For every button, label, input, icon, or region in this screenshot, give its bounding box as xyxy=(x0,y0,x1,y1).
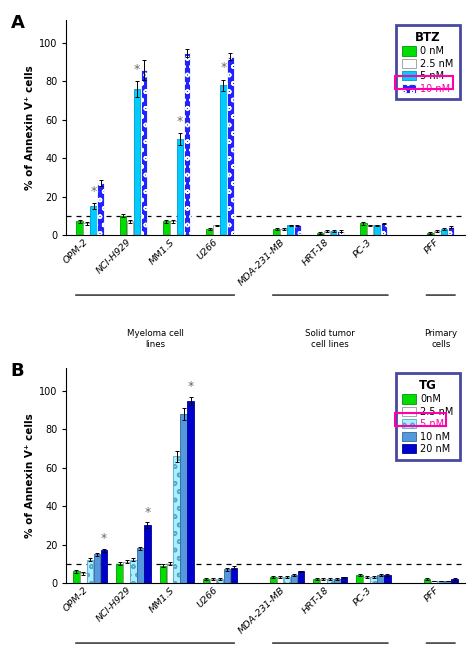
Bar xyxy=(160,565,166,583)
Bar xyxy=(273,229,280,235)
Text: A: A xyxy=(10,13,25,31)
Bar xyxy=(337,231,344,235)
Bar xyxy=(213,225,220,235)
Bar xyxy=(100,550,107,583)
Bar xyxy=(123,562,130,583)
Bar xyxy=(370,577,377,583)
Bar xyxy=(227,56,234,235)
Bar xyxy=(377,576,384,583)
Bar xyxy=(367,225,374,235)
Bar xyxy=(76,222,83,235)
Bar xyxy=(287,225,294,235)
Bar xyxy=(97,183,104,235)
Bar xyxy=(91,206,97,235)
Bar xyxy=(140,70,147,235)
Bar xyxy=(203,579,210,583)
Bar xyxy=(441,229,447,235)
Legend: 0 nM, 2.5 nM, 5 nM, 10 nM: 0 nM, 2.5 nM, 5 nM, 10 nM xyxy=(396,25,460,99)
Text: *: * xyxy=(91,184,97,198)
Bar xyxy=(180,414,187,583)
Bar xyxy=(356,576,363,583)
Bar xyxy=(230,567,237,583)
Bar xyxy=(360,223,366,235)
Text: Solid tumor
cell lines: Solid tumor cell lines xyxy=(305,330,355,349)
Bar xyxy=(170,222,176,235)
Text: *: * xyxy=(187,380,194,393)
Bar xyxy=(80,574,87,583)
Bar xyxy=(130,560,137,583)
Bar xyxy=(334,579,341,583)
Bar xyxy=(298,572,304,583)
Bar xyxy=(144,525,151,583)
Bar xyxy=(116,563,123,583)
Bar xyxy=(277,577,283,583)
Text: Myeloma cell
lines: Myeloma cell lines xyxy=(127,330,183,349)
Bar xyxy=(320,579,327,583)
Bar xyxy=(134,89,140,235)
Bar xyxy=(137,548,144,583)
Bar xyxy=(206,229,213,235)
Bar xyxy=(120,216,127,235)
Bar xyxy=(341,577,347,583)
Bar xyxy=(280,229,287,235)
Bar xyxy=(73,572,80,583)
Bar xyxy=(374,225,381,235)
Bar xyxy=(424,579,430,583)
Bar xyxy=(427,233,434,235)
Bar xyxy=(327,579,334,583)
Bar xyxy=(220,85,227,235)
Legend: 0nM, 2.5 nM, 5 nM, 10 nM, 20 nM: 0nM, 2.5 nM, 5 nM, 10 nM, 20 nM xyxy=(396,373,460,460)
Bar xyxy=(187,401,194,583)
Bar xyxy=(177,139,183,235)
Bar xyxy=(127,222,133,235)
Y-axis label: % of Annexin V⁺ cells: % of Annexin V⁺ cells xyxy=(25,413,35,538)
Bar xyxy=(381,223,387,235)
Text: Primary
cells: Primary cells xyxy=(424,330,457,349)
Bar xyxy=(324,231,330,235)
Bar xyxy=(217,579,223,583)
Bar xyxy=(294,225,301,235)
Bar xyxy=(87,560,93,583)
Bar xyxy=(166,563,173,583)
Bar xyxy=(313,579,320,583)
Bar xyxy=(448,227,455,235)
Text: *: * xyxy=(220,61,227,74)
Bar xyxy=(284,577,291,583)
Bar xyxy=(224,570,230,583)
Bar xyxy=(94,554,100,583)
Bar xyxy=(438,581,444,583)
Text: *: * xyxy=(144,506,150,519)
Bar xyxy=(430,581,437,583)
Bar xyxy=(210,579,216,583)
Bar xyxy=(291,576,297,583)
Bar xyxy=(163,222,170,235)
Bar xyxy=(384,576,391,583)
Bar xyxy=(270,577,276,583)
Bar xyxy=(364,577,370,583)
Bar xyxy=(434,231,440,235)
Bar xyxy=(451,579,458,583)
Text: *: * xyxy=(177,115,183,127)
Bar xyxy=(173,456,180,583)
Text: *: * xyxy=(101,532,107,545)
Bar xyxy=(317,233,323,235)
Text: *: * xyxy=(134,63,140,76)
Bar xyxy=(184,53,191,235)
Bar xyxy=(330,231,337,235)
Y-axis label: % of Annexin V⁺ cells: % of Annexin V⁺ cells xyxy=(25,65,35,190)
Text: B: B xyxy=(10,362,24,380)
Bar xyxy=(444,581,451,583)
Bar xyxy=(83,223,90,235)
